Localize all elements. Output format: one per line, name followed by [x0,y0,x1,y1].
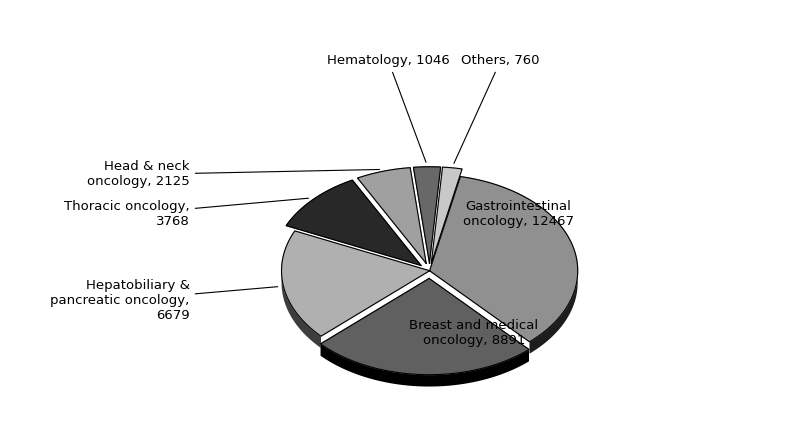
Text: Others, 760: Others, 760 [454,54,540,163]
Text: Thoracic oncology,
3768: Thoracic oncology, 3768 [64,198,309,228]
Polygon shape [321,278,529,375]
Text: Hematology, 1046: Hematology, 1046 [326,54,450,162]
Text: Hepatobiliary &
pancreatic oncology,
6679: Hepatobiliary & pancreatic oncology, 667… [50,279,278,322]
Text: Gastrointestinal
oncology, 12467: Gastrointestinal oncology, 12467 [463,201,574,228]
Polygon shape [431,167,462,263]
Polygon shape [430,176,578,342]
Polygon shape [321,344,529,387]
Polygon shape [282,267,321,348]
Polygon shape [414,167,441,263]
Polygon shape [358,168,426,264]
Text: Head & neck
oncology, 2125: Head & neck oncology, 2125 [87,160,379,189]
Polygon shape [530,267,578,354]
Text: Breast and medical
oncology, 8891: Breast and medical oncology, 8891 [410,319,538,347]
Polygon shape [282,231,430,336]
Polygon shape [286,180,421,266]
